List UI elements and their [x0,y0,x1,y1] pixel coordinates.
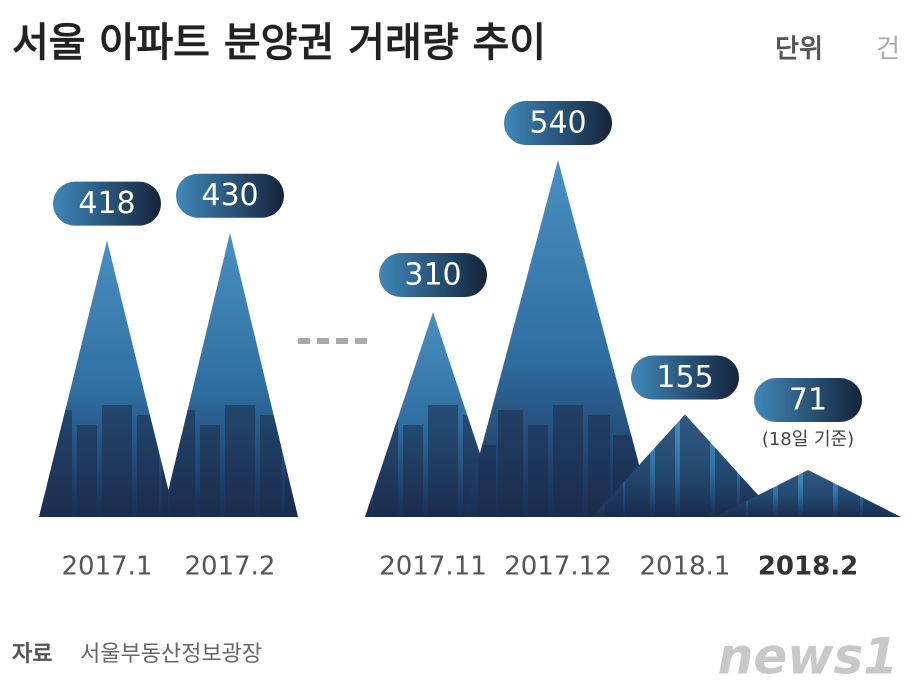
building [260,415,282,517]
building [285,435,298,517]
building [715,415,737,517]
value-pill [754,378,862,423]
building [102,405,132,517]
building [403,425,423,517]
annotation: (18일 기준) [762,429,854,450]
x-tick-label: 2017.12 [504,552,612,582]
building [77,425,97,517]
source-text: 서울부동산정보광장 [80,642,262,667]
building [478,445,496,517]
building [655,425,675,517]
x-tick-label: 2017.2 [185,552,276,582]
value-pill [379,253,487,298]
unit-label: 단위 [775,35,823,65]
building [680,414,710,517]
value-label: 310 [404,258,461,293]
building [498,410,523,517]
skyline [39,405,175,517]
ellipsis [298,338,367,344]
building [863,470,888,517]
plot: 418 2017.1 430 2017.2 310 2017.11 540 2017.12 15… [39,101,901,582]
building [200,425,220,517]
value-label: 71 [789,383,827,418]
value-pill [631,355,739,400]
skyline [162,405,298,517]
logo: news1 [718,628,898,686]
chart-title: 서울 아파트 분양권 거래량 추이 [12,20,546,66]
value-pill [504,101,612,145]
value-label: 430 [201,178,258,213]
building [47,410,72,517]
value-label: 540 [529,106,586,141]
source-label: 자료 [12,642,52,667]
building [137,415,159,517]
x-tick-label: 2017.11 [379,552,487,582]
building [528,425,548,517]
value-label: 155 [656,360,713,395]
value-pill [53,181,161,226]
building [170,410,195,517]
x-tick-label: 2017.1 [62,552,153,582]
building [225,405,255,517]
building [373,410,398,517]
value-pill [176,173,284,218]
unit-text: 건 [876,35,900,65]
building [588,415,610,517]
x-tick-label: 2018.2 [758,552,858,582]
x-tick-label: 2018.1 [640,552,731,582]
building [748,470,773,517]
value-label: 418 [78,186,135,221]
building [553,405,583,517]
building [365,445,371,517]
building [428,405,458,517]
building [39,445,45,517]
